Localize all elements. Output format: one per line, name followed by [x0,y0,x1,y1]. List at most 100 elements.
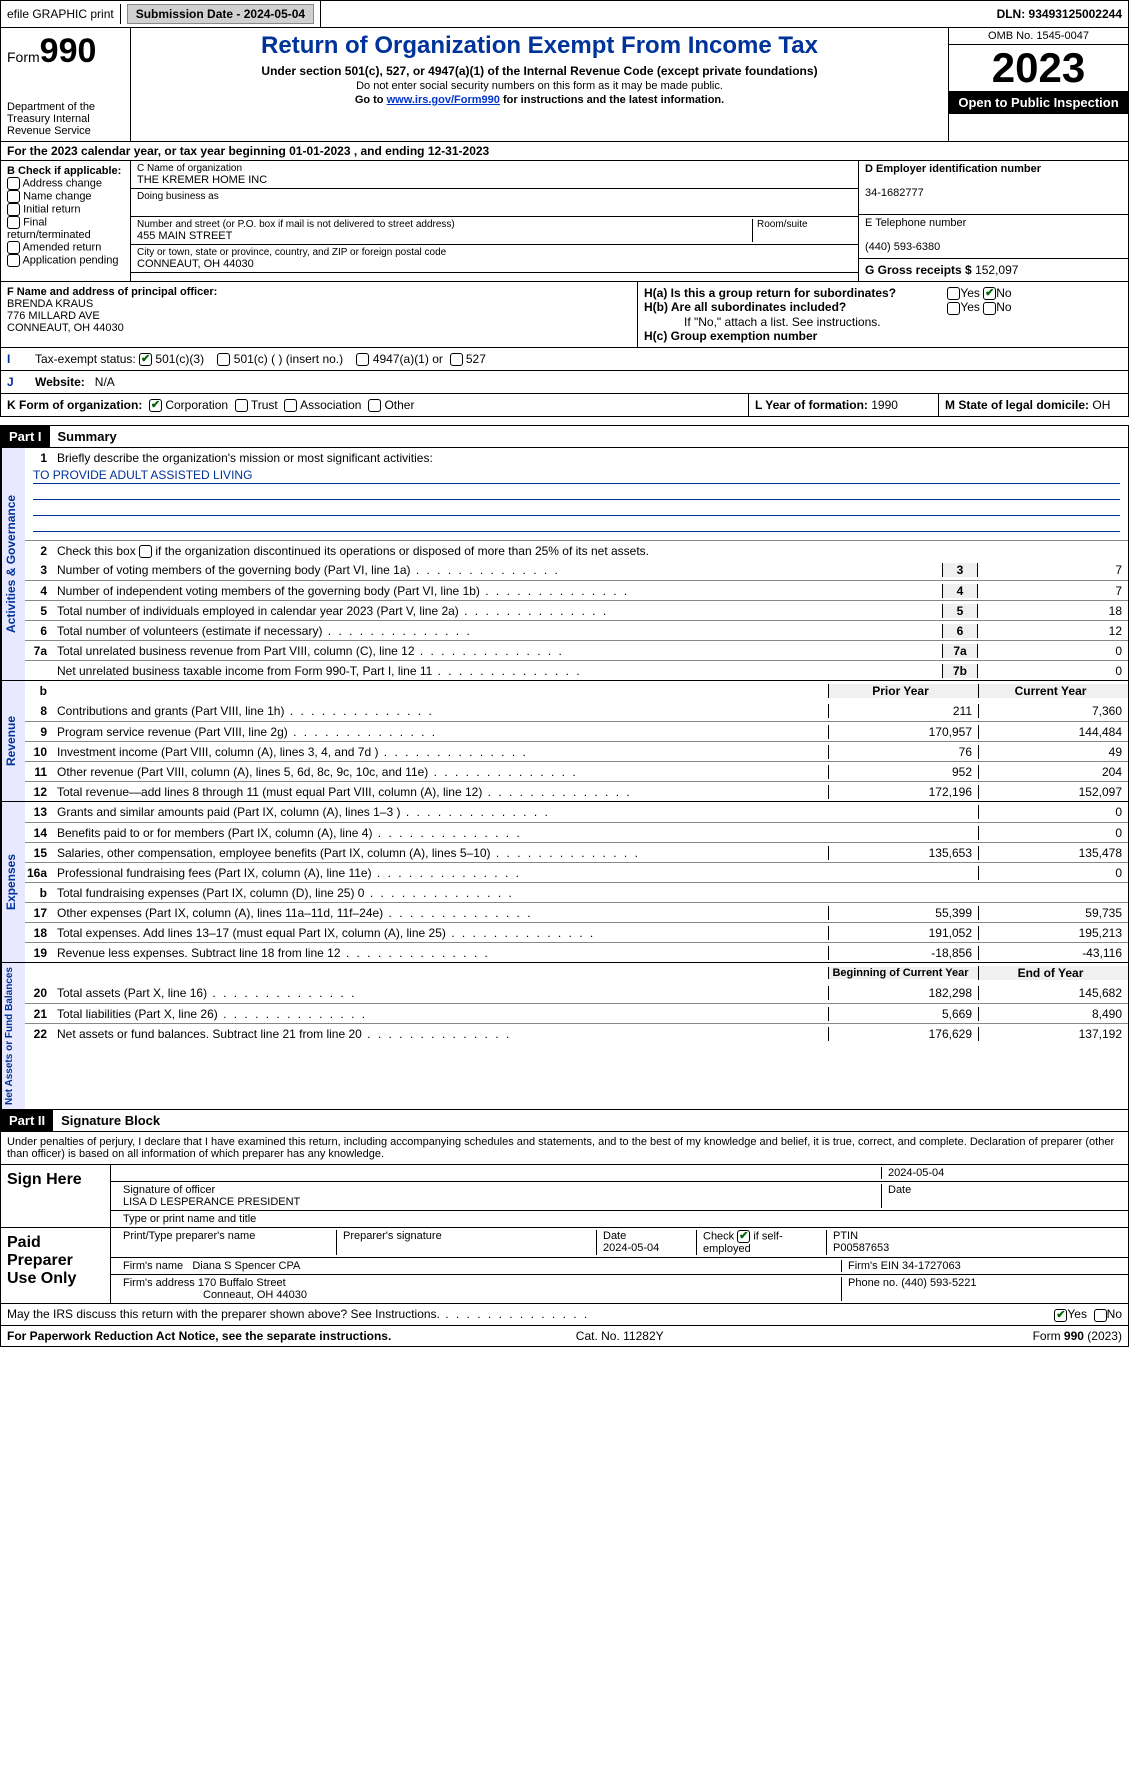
pra-notice: For Paperwork Reduction Act Notice, see … [7,1329,391,1343]
opt-527: 527 [466,352,486,366]
checkbox-pending[interactable] [7,254,20,267]
phone-value: (440) 593-6380 [865,241,940,253]
box-c: C Name of organizationTHE KREMER HOME IN… [131,161,858,281]
data-line: 11 Other revenue (Part VIII, column (A),… [25,761,1128,781]
dept-treasury: Department of the Treasury Internal Reve… [7,101,124,137]
part1-title: Summary [50,426,125,447]
website-label: Website: [35,375,88,389]
footer: For Paperwork Reduction Act Notice, see … [0,1326,1129,1347]
checkbox-name-change[interactable] [7,190,20,203]
officer-name: BRENDA KRAUS [7,298,93,310]
tax-status-label: Tax-exempt status: [35,352,136,366]
part2-title: Signature Block [53,1110,168,1131]
ptin-value: P00587653 [833,1242,889,1254]
checkbox-4947[interactable] [356,353,369,366]
city-value: CONNEAUT, OH 44030 [137,258,852,270]
checkbox-501c3[interactable] [139,353,152,366]
addr-label: Number and street (or P.O. box if mail i… [137,219,752,230]
part1-tag: Part I [1,426,50,447]
checkbox-hb-yes[interactable] [947,302,960,315]
checkbox-discuss-no[interactable] [1094,1309,1107,1322]
gov-line: 3 Number of voting members of the govern… [25,560,1128,580]
mission-value: TO PROVIDE ADULT ASSISTED LIVING [33,468,1120,484]
form-header: Form990 Department of the Treasury Inter… [0,28,1129,141]
checkbox-hb-no[interactable] [983,302,996,315]
prep-name-label: Print/Type preparer's name [123,1230,255,1242]
checkbox-discontinued[interactable] [139,545,152,558]
dba-label: Doing business as [137,191,852,202]
goto-suffix: for instructions and the latest informat… [500,94,724,106]
data-line: 15 Salaries, other compensation, employe… [25,842,1128,862]
gross-receipts-value: 152,097 [975,263,1018,277]
data-line: 13 Grants and similar amounts paid (Part… [25,802,1128,822]
part1-revenue: Revenue bPrior YearCurrent Year 8 Contri… [0,681,1129,802]
data-line: 22 Net assets or fund balances. Subtract… [25,1023,1128,1043]
checkbox-self-employed[interactable] [737,1230,750,1243]
prep-date-label: Date [603,1230,626,1242]
mission-label: Briefly describe the organization's miss… [57,451,433,465]
box-b: B Check if applicable: Address change Na… [1,161,131,281]
form-title: Return of Organization Exempt From Incom… [139,32,940,60]
gov-line: Net unrelated business taxable income fr… [25,660,1128,680]
ptin-label: PTIN [833,1230,858,1242]
ein-value: 34-1682777 [865,187,924,199]
opt-address: Address change [22,177,102,189]
checkbox-assoc[interactable] [284,399,297,412]
efile-label: efile GRAPHIC print [7,7,114,21]
box-b-title: B Check if applicable: [7,165,121,177]
row-klm: K Form of organization: Corporation Trus… [0,393,1129,417]
checkbox-other[interactable] [368,399,381,412]
opt-initial: Initial return [23,203,80,215]
part2-header: Part II Signature Block [0,1110,1129,1132]
gross-receipts-label: G Gross receipts $ [865,263,975,277]
prep-sig-label: Preparer's signature [343,1230,442,1242]
firm-ein-label: Firm's EIN [848,1260,902,1272]
data-line: 10 Investment income (Part VIII, column … [25,741,1128,761]
sig-officer-label: Signature of officer [123,1184,215,1196]
vlabel-revenue: Revenue [1,681,25,801]
part1-governance: Activities & Governance 1Briefly describ… [0,448,1129,681]
checkbox-initial[interactable] [7,203,20,216]
firm-addr: 170 Buffalo Street [198,1277,286,1289]
opt-pending: Application pending [22,254,118,266]
dln: DLN: 93493125002244 [991,4,1128,24]
col-end-year: End of Year [978,966,1128,980]
checkbox-527[interactable] [450,353,463,366]
vlabel-governance: Activities & Governance [1,448,25,680]
firm-phone-label: Phone no. [848,1277,901,1289]
section-fh: F Name and address of principal officer:… [0,281,1129,347]
footer-form-label: Form [1033,1329,1064,1343]
discuss-row: May the IRS discuss this return with the… [0,1304,1129,1325]
discuss-label: May the IRS discuss this return with the… [7,1307,589,1321]
line2-text: Check this box if the organization disco… [57,544,649,558]
row-j: J Website: N/A [0,370,1129,393]
firm-name-label: Firm's name [123,1260,186,1272]
gov-line: 5 Total number of individuals employed i… [25,600,1128,620]
checkbox-ha-yes[interactable] [947,287,960,300]
checkbox-final[interactable] [7,216,20,229]
prep-date: 2024-05-04 [603,1242,659,1254]
irs-link[interactable]: www.irs.gov/Form990 [387,94,500,106]
checkbox-501c[interactable] [217,353,230,366]
part1-netassets: Net Assets or Fund Balances Beginning of… [0,963,1129,1110]
officer-addr: 776 MILLARD AVE [7,310,100,322]
opt-501c3: 501(c)(3) [155,352,204,366]
box-h: H(a) Is this a group return for subordin… [638,282,1128,347]
checkbox-discuss-yes[interactable] [1054,1309,1067,1322]
mission-blank1 [33,484,1120,500]
domicile-label: M State of legal domicile: [945,398,1092,412]
sig-date: 2024-05-04 [882,1167,1122,1179]
data-line: 8 Contributions and grants (Part VIII, l… [25,701,1128,721]
year-formation: 1990 [871,398,898,412]
checkbox-address-change[interactable] [7,177,20,190]
checkbox-trust[interactable] [235,399,248,412]
submission-date-button[interactable]: Submission Date - 2024-05-04 [127,4,314,24]
firm-phone: (440) 593-5221 [901,1277,976,1289]
section-bcdefg: B Check if applicable: Address change Na… [0,160,1129,281]
checkbox-ha-no[interactable] [983,287,996,300]
website-value: N/A [95,375,115,389]
part2-tag: Part II [1,1110,53,1131]
sig-date-label: Date [888,1184,911,1196]
checkbox-amended[interactable] [7,241,20,254]
checkbox-corp[interactable] [149,399,162,412]
